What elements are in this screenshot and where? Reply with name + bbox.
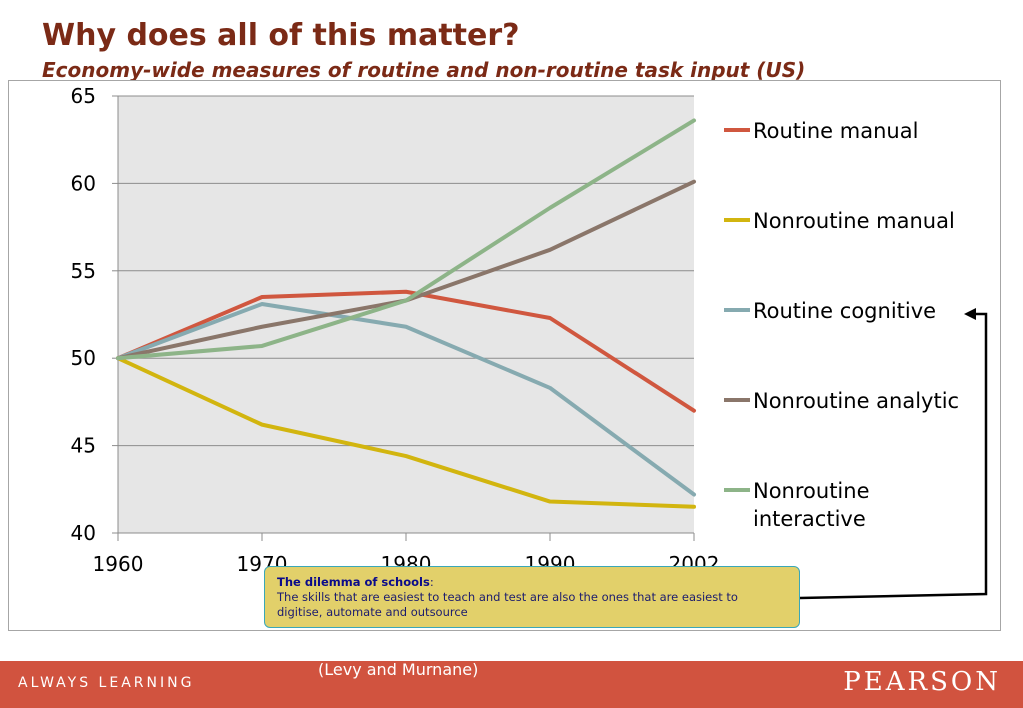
footer-bar: ALWAYS LEARNING PEARSON: [0, 661, 1023, 708]
callout-colon: :: [429, 575, 434, 589]
legend-label: Routine cognitive: [753, 299, 936, 323]
y-tick-label: 55: [71, 259, 96, 283]
y-tick-label: 65: [71, 84, 96, 108]
series-line-4: [116, 118, 696, 361]
y-tick-label: 50: [71, 346, 96, 370]
callout-box: The dilemma of schools: The skills that …: [264, 566, 800, 628]
page-subtitle: Economy-wide measures of routine and non…: [42, 58, 806, 82]
source-citation: (Levy and Murnane): [318, 660, 479, 679]
legend-label: Nonroutine interactive: [753, 479, 870, 531]
callout-title: The dilemma of schools: [277, 575, 430, 589]
legend-label: Nonroutine analytic: [753, 389, 959, 413]
series-line-1: [116, 356, 696, 509]
page-title: Why does all of this matter?: [42, 18, 520, 53]
y-tick-label: 60: [71, 171, 96, 195]
plot-area: [118, 96, 694, 533]
series-line-0: [116, 289, 696, 413]
footer-tagline: ALWAYS LEARNING: [18, 675, 195, 691]
pearson-logo: PEARSON: [843, 667, 1001, 697]
y-tick-label: 45: [71, 434, 96, 458]
x-tick-label: 1960: [93, 552, 144, 576]
connector-arrowhead: [964, 308, 976, 320]
legend-label: Routine manual: [753, 119, 918, 143]
connector-line: [799, 312, 988, 600]
legend-label: Nonroutine manual: [753, 209, 955, 233]
y-tick-label: 40: [71, 521, 96, 545]
series-line-2: [116, 302, 696, 497]
callout-text: The skills that are easiest to teach and…: [277, 590, 738, 619]
